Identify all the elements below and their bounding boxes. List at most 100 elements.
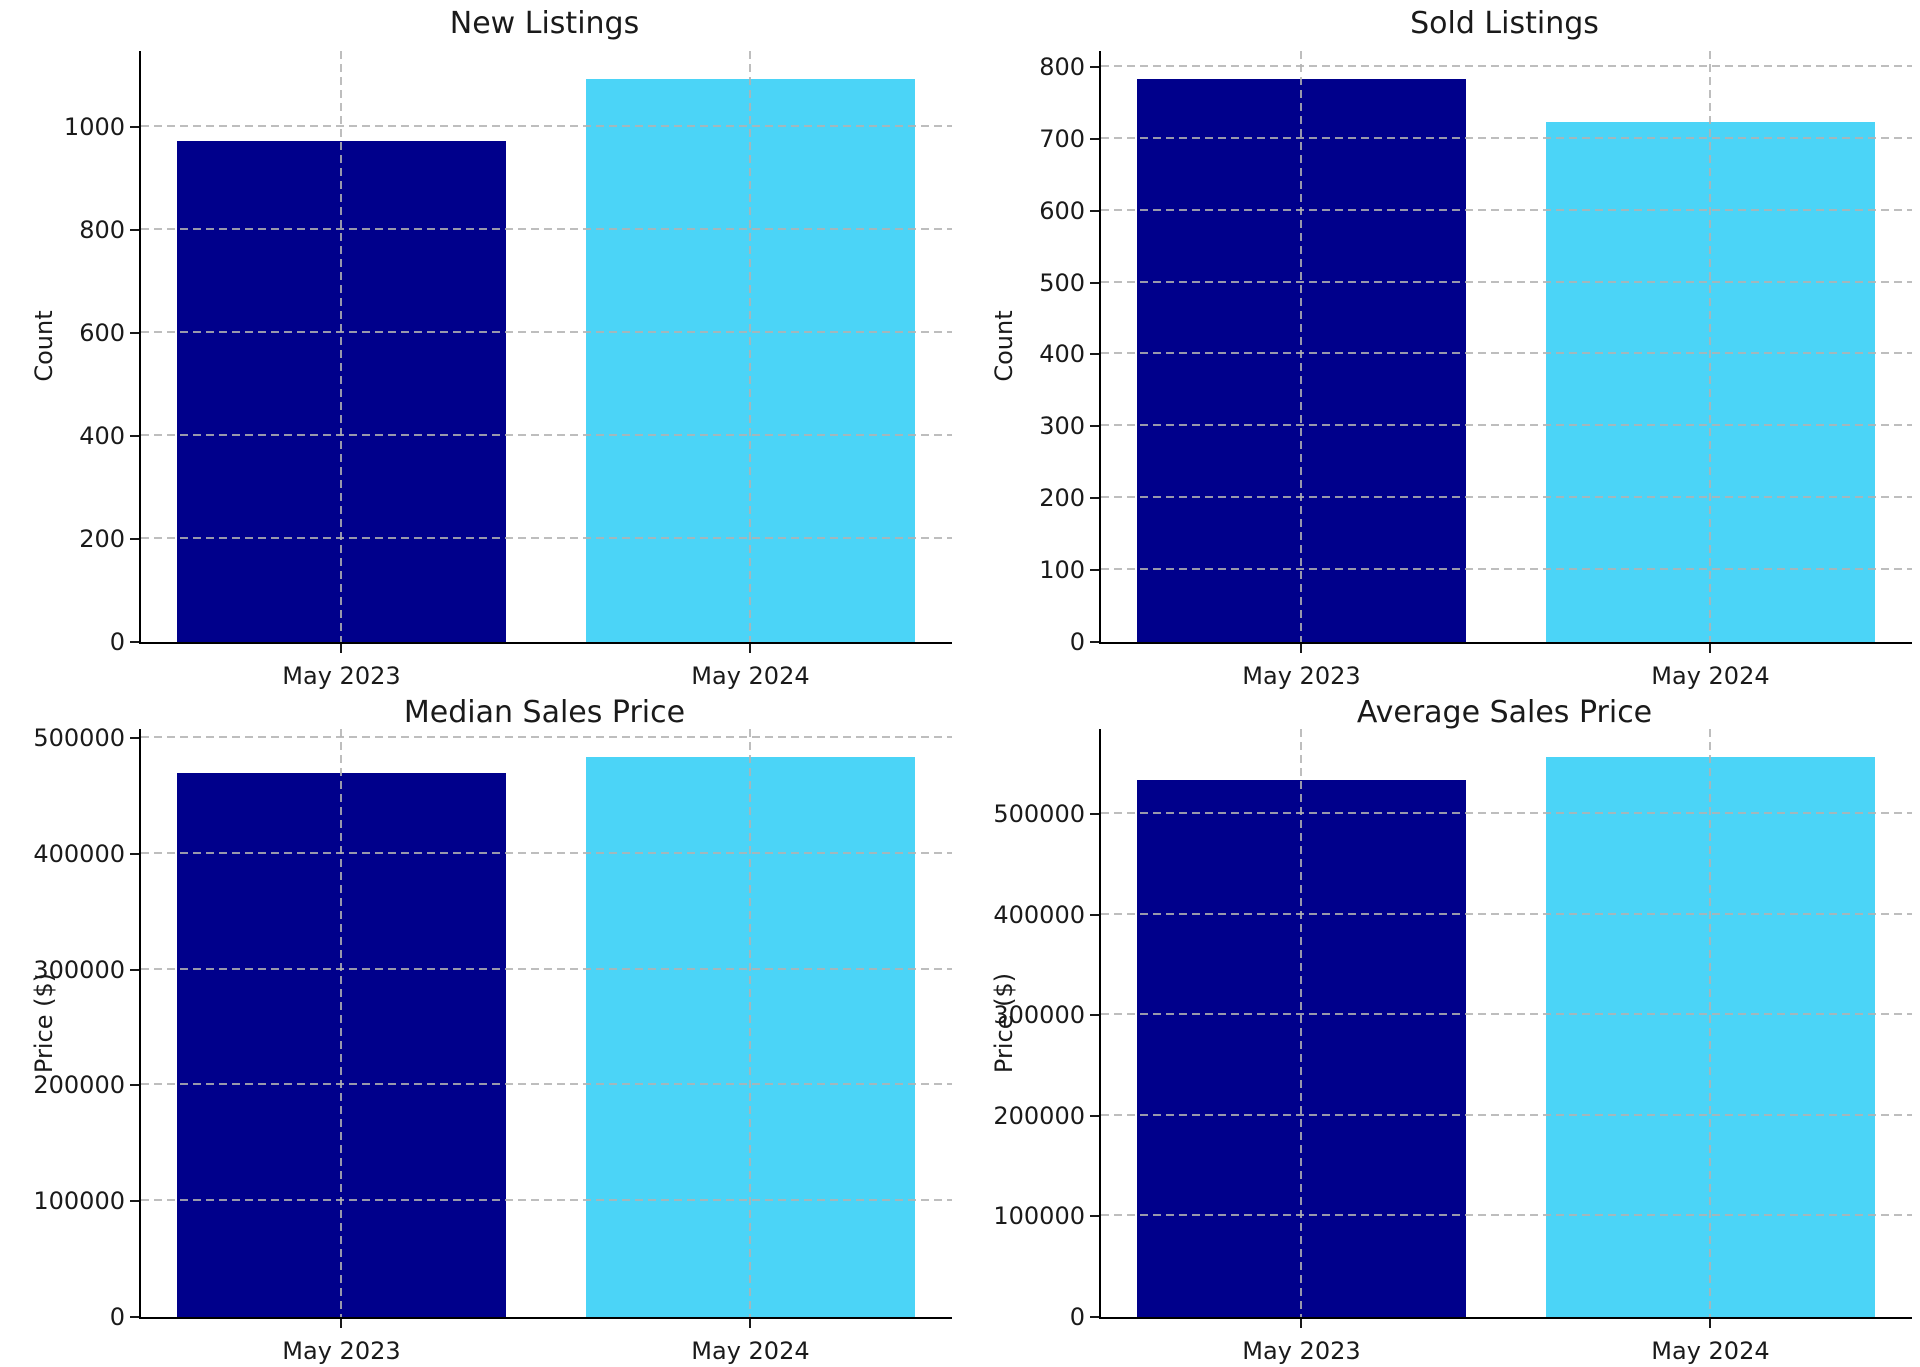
horizontal-gridline [141,851,952,854]
y-tick-label: 800 [79,216,125,245]
subplot-sold-listings: Sold Listings Count 0 100 200 300 400 500 600 7… [960,0,1920,688]
x-tick-label: May 2024 [1651,662,1770,690]
y-tick-label: 0 [1069,1303,1085,1331]
y-tick-label: 500000 [993,800,1085,829]
y-tick-mark [130,229,139,232]
horizontal-gridline [1101,280,1912,283]
y-axis-label: Count [990,310,1018,382]
y-tick-mark [130,968,139,971]
y-tick-label: 400000 [33,839,125,868]
y-tick-mark [1090,913,1099,916]
x-tick-mark [340,644,343,653]
horizontal-gridline [1101,496,1912,499]
x-tick-mark [1709,1319,1712,1328]
horizontal-gridline [141,1199,952,1202]
horizontal-gridline [1101,1013,1912,1016]
y-tick-label: 400 [1039,340,1085,369]
chart-title: Sold Listings [1410,6,1599,41]
y-tick-label: 100 [1039,556,1085,585]
x-tick-label: May 2024 [691,662,810,690]
horizontal-gridline [141,1083,952,1086]
x-tick-label: May 2024 [691,1337,810,1365]
y-tick-label: 0 [109,1303,125,1331]
horizontal-gridline [141,537,952,540]
y-tick-mark [1090,1114,1099,1117]
x-tick-label: May 2023 [1242,662,1361,690]
x-tick-mark [340,1319,343,1328]
y-tick-mark [1090,1316,1099,1318]
y-tick-label: 300000 [33,955,125,984]
y-tick-label: 300 [1039,412,1085,441]
y-tick-mark [1090,641,1099,643]
y-tick-mark [130,1200,139,1203]
y-tick-label: 100000 [33,1187,125,1216]
vertical-gridline [749,729,752,1317]
y-tick-mark [1090,353,1099,356]
vertical-gridline [1300,51,1303,642]
vertical-gridline [1709,51,1712,642]
vertical-gridline [1709,729,1712,1317]
chart-title: Average Sales Price [1356,695,1653,730]
subplot-new-listings: New Listings Count 0 200 400 600 800 1000 May … [0,0,960,688]
y-tick-label: 500 [1039,268,1085,297]
x-tick-label: May 2023 [282,662,401,690]
horizontal-gridline [141,331,952,334]
y-tick-label: 300000 [993,1001,1085,1030]
x-tick-label: May 2024 [1651,1337,1770,1365]
y-tick-label: 600 [1039,196,1085,225]
horizontal-gridline [1101,64,1912,67]
plot-area: 0 200 400 600 800 1000 May 2023 May 2024 [64,51,952,688]
y-tick-label: 0 [1069,628,1085,656]
y-tick-mark [130,1316,139,1318]
x-tick-mark [1300,1319,1303,1328]
horizontal-gridline [1101,912,1912,915]
horizontal-gridline [1101,136,1912,139]
horizontal-gridline [1101,812,1912,815]
horizontal-gridline [141,735,952,738]
x-tick-mark [749,1319,752,1328]
vertical-gridline [340,51,343,642]
y-tick-mark [1090,569,1099,572]
horizontal-gridline [1101,1214,1912,1217]
horizontal-gridline [141,967,952,970]
y-tick-mark [130,126,139,129]
plot-area: 0 100000 200000 300000 400000 500000 May 2023 M… [33,726,952,1363]
y-tick-mark [130,736,139,739]
y-tick-label: 200 [79,525,125,554]
y-axis-label: Price ($) [30,972,58,1074]
x-tick-mark [749,644,752,653]
y-tick-mark [1090,281,1099,284]
y-tick-mark [1090,813,1099,816]
y-tick-mark [130,641,139,643]
x-tick-mark [1709,644,1712,653]
subplot-median-sales-price: Median Sales Price Price ($) 0 100000 2000… [0,683,960,1367]
y-tick-label: 200 [1039,484,1085,513]
plot-area: 0 100000 200000 300000 400000 500000 May 2023 M… [993,729,1912,1363]
x-tick-label: May 2023 [282,1337,401,1365]
vertical-gridline [340,729,343,1317]
y-tick-mark [130,435,139,438]
y-tick-mark [1090,497,1099,500]
y-tick-mark [1090,425,1099,428]
y-tick-mark [1090,137,1099,140]
y-tick-label: 500000 [33,723,125,752]
x-tick-label: May 2023 [1242,1337,1361,1365]
plot-area: 0 100 200 300 400 500 600 700 800 May 2023 May 202… [1039,51,1912,688]
y-tick-mark [1090,209,1099,212]
y-tick-label: 600 [79,319,125,348]
horizontal-gridline [141,434,952,437]
y-tick-mark [130,538,139,541]
y-tick-label: 200000 [993,1101,1085,1130]
horizontal-gridline [1101,1113,1912,1116]
horizontal-gridline [1101,424,1912,427]
y-tick-label: 400000 [993,900,1085,929]
subplot-average-sales-price: Average Sales Price Price ($) 0 100000 200… [960,683,1920,1367]
y-tick-mark [130,332,139,335]
chart-title: New Listings [449,6,640,41]
horizontal-gridline [141,228,952,231]
y-tick-mark [130,1084,139,1087]
y-tick-mark [1090,65,1099,68]
horizontal-gridline [1101,352,1912,355]
y-tick-mark [130,852,139,855]
